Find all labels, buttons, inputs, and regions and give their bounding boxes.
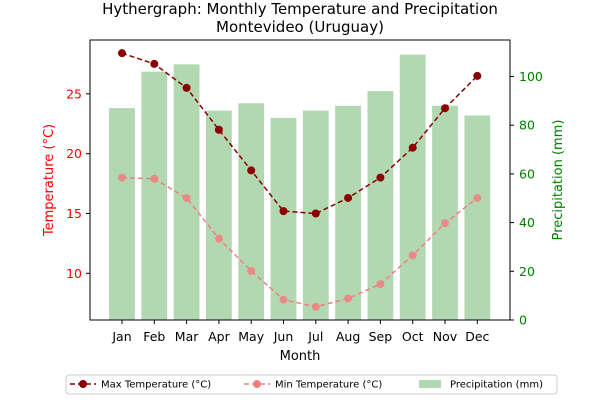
max-temp-point-jan — [118, 49, 126, 58]
max-temp-point-oct — [408, 143, 417, 152]
chart-title: Hythergraph: Monthly Temperature and Pre… — [102, 0, 498, 18]
temperature-lines — [118, 49, 482, 311]
min-temp-point-mar — [182, 193, 191, 202]
min-temp-line — [121, 176, 478, 308]
precip-bar-jun — [270, 117, 297, 320]
max-temp-point-nov — [441, 104, 449, 113]
precip-bar-oct — [399, 54, 426, 320]
right-axis-ticks: 0 20 40 60 80 100 — [510, 69, 543, 328]
legend: Max Temperature (°C) Min Temperature (°C… — [65, 374, 558, 395]
left-axis-ticks: 10 15 20 25 — [66, 86, 90, 281]
legend-max-label: Max Temperature (°C) — [101, 380, 211, 391]
left-tick-label-15: 15 — [66, 206, 82, 221]
plot-frame — [89, 39, 511, 321]
precip-bar-apr — [206, 110, 232, 320]
right-axis-label: Precipitation (mm) — [551, 120, 566, 241]
min-temp-point-oct — [408, 251, 417, 260]
min-temp-point-jan — [118, 173, 126, 182]
min-temp-point-dec — [473, 193, 482, 202]
precip-bar-dec — [464, 115, 491, 320]
x-tick-label-sep: Sep — [369, 329, 393, 344]
max-temp-point-dec — [473, 71, 482, 80]
right-tick-label-0: 0 — [519, 313, 527, 328]
min-temp-point-jul — [311, 302, 320, 311]
legend-precip-label: Precipitation (mm) — [450, 380, 543, 391]
max-temp-line — [121, 52, 478, 215]
max-temp-point-may — [247, 166, 256, 175]
x-tick-label-oct: Oct — [402, 329, 424, 344]
x-axis-label: Month — [280, 349, 321, 364]
legend-min-label: Min Temperature (°C) — [275, 380, 382, 391]
legend-box — [65, 374, 558, 395]
legend-min-marker — [253, 380, 261, 388]
chart-subtitle: Montevideo (Uruguay) — [216, 18, 384, 36]
right-tick-label-100: 100 — [519, 69, 543, 84]
x-axis-ticks: Jan Feb Mar Apr May Jun Jul Aug Sep Oct Nov Dec — [111, 320, 490, 344]
x-tick-label-jul: Jul — [307, 329, 323, 344]
max-temp-point-mar — [182, 83, 191, 92]
precip-bar-feb — [141, 71, 168, 320]
max-temp-point-aug — [344, 193, 353, 202]
x-tick-label-mar: Mar — [175, 329, 199, 344]
x-tick-label-jan: Jan — [111, 329, 131, 344]
x-tick-label-feb: Feb — [143, 329, 165, 344]
min-temp-point-apr — [214, 234, 223, 243]
legend-max-marker — [79, 380, 87, 388]
min-temp-point-jun — [279, 295, 288, 304]
precip-bar-aug — [335, 105, 361, 320]
min-temp-point-aug — [344, 294, 353, 303]
min-temp-point-sep — [376, 280, 385, 289]
x-tick-label-aug: Aug — [336, 329, 360, 344]
right-tick-label-20: 20 — [519, 264, 535, 279]
left-tick-label-25: 25 — [66, 86, 82, 101]
max-temp-point-sep — [376, 173, 385, 182]
max-temp-point-jul — [311, 209, 320, 218]
x-tick-label-jun: Jun — [273, 329, 294, 344]
left-tick-label-10: 10 — [66, 266, 82, 281]
precip-bar-nov — [432, 105, 458, 320]
precipitation-bars — [109, 54, 491, 320]
max-temp-point-jun — [279, 207, 288, 216]
max-temp-point-feb — [150, 59, 159, 68]
max-temp-point-apr — [214, 125, 223, 134]
legend-precip-swatch — [419, 380, 441, 388]
precip-bar-jan — [109, 108, 135, 320]
left-tick-label-20: 20 — [66, 146, 82, 161]
min-temp-point-nov — [441, 219, 449, 228]
min-temp-point-feb — [150, 174, 159, 183]
x-tick-label-apr: Apr — [208, 329, 230, 344]
right-tick-label-40: 40 — [519, 215, 535, 230]
x-tick-label-may: May — [238, 329, 264, 344]
x-tick-label-nov: Nov — [433, 329, 458, 344]
right-tick-label-80: 80 — [519, 118, 535, 133]
min-temp-point-may — [247, 266, 256, 275]
precip-bar-may — [238, 103, 265, 320]
x-tick-label-dec: Dec — [465, 329, 489, 344]
left-axis-label: Temperature (°C) — [42, 124, 57, 237]
right-tick-label-60: 60 — [519, 166, 535, 181]
